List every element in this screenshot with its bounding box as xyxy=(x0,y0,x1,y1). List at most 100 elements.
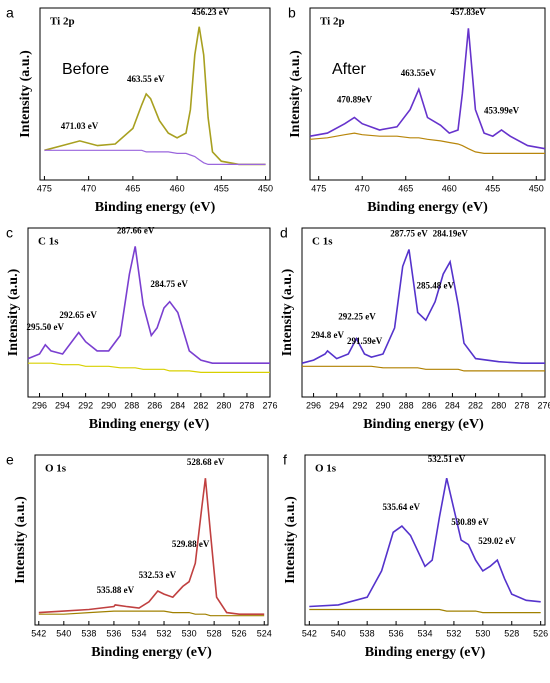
x-tick-label: 292 xyxy=(78,400,93,410)
panel-letter: a xyxy=(6,5,14,21)
x-tick-label: 536 xyxy=(106,628,121,638)
x-axis-label: Binding energy (eV) xyxy=(89,417,210,432)
element-label: C 1s xyxy=(38,236,59,248)
x-tick-label: 450 xyxy=(258,183,273,193)
panel: 475 470 465 460 455 450 470.89eV 463.55eV 457.83… xyxy=(288,5,546,215)
peak-label: 532.53 eV xyxy=(139,570,177,580)
x-axis-label: Binding energy (eV) xyxy=(365,645,486,660)
peak-label: 456.23 eV xyxy=(192,7,230,17)
x-tick-label: 475 xyxy=(37,183,52,193)
x-tick-label: 540 xyxy=(331,628,346,638)
spectrum-line xyxy=(301,249,545,365)
peak-label: 471.03 eV xyxy=(61,121,99,131)
x-axis-label: Binding energy (eV) xyxy=(367,200,488,215)
peak-label: 285.48 eV xyxy=(417,281,455,291)
spectrum-line xyxy=(44,149,266,165)
x-tick-label: 284 xyxy=(170,400,185,410)
x-tick-label: 532 xyxy=(446,628,461,638)
peak-label: 295.50 eV xyxy=(27,322,65,332)
x-tick-label: 286 xyxy=(422,400,437,410)
peak-label: 532.51 eV xyxy=(428,454,466,464)
x-tick-label: 294 xyxy=(329,400,344,410)
spectrum-line xyxy=(44,26,266,166)
x-tick-label: 538 xyxy=(81,628,96,638)
spectrum-line xyxy=(27,246,270,365)
x-tick-label: 296 xyxy=(32,400,47,410)
x-tick-label: 278 xyxy=(239,400,254,410)
peak-label: 292.65 eV xyxy=(59,310,97,320)
x-tick-label: 460 xyxy=(442,183,457,193)
x-tick-label: 282 xyxy=(468,400,483,410)
peak-label: 294.8 eV xyxy=(311,330,344,340)
x-tick-label: 524 xyxy=(257,628,272,638)
peak-label: 457.83eV xyxy=(451,7,487,17)
spectrum-line xyxy=(28,362,270,373)
peak-label: 529.88 eV xyxy=(172,539,210,549)
x-tick-label: 465 xyxy=(398,183,413,193)
y-axis-label: Intensity (a.u.) xyxy=(18,50,33,138)
panel-letter: b xyxy=(288,5,296,21)
panel-letter: f xyxy=(283,452,287,468)
x-tick-label: 294 xyxy=(55,400,70,410)
x-tick-label: 288 xyxy=(124,400,139,410)
element-label: Ti 2p xyxy=(50,16,75,28)
x-tick-label: 532 xyxy=(157,628,172,638)
x-tick-label: 450 xyxy=(529,183,544,193)
spectrum-line xyxy=(38,610,265,617)
x-tick-label: 542 xyxy=(302,628,317,638)
x-tick-label: 290 xyxy=(375,400,390,410)
peak-label: 535.88 eV xyxy=(97,585,135,595)
plot-frame xyxy=(34,454,269,626)
peak-label: 463.55 eV xyxy=(127,74,165,84)
y-axis-label: Intensity (a.u.) xyxy=(6,268,21,356)
x-tick-label: 536 xyxy=(389,628,404,638)
peak-label: 528.68 eV xyxy=(187,457,225,467)
spectrum-line xyxy=(302,365,545,372)
peak-label: 292.25 eV xyxy=(338,311,376,321)
peak-label: 284.19eV xyxy=(433,228,469,238)
panel: 542 540 538 536 534 532 530 528 526 524 535.88 eV 5… xyxy=(6,452,272,661)
x-tick-label: 296 xyxy=(306,400,321,410)
x-tick-label: 455 xyxy=(485,183,500,193)
peak-label: 529.02 eV xyxy=(478,536,516,546)
x-axis-label: Binding energy (eV) xyxy=(363,417,484,432)
peak-label: 284.75 eV xyxy=(150,279,188,289)
element-label: C 1s xyxy=(312,236,333,248)
x-tick-label: 542 xyxy=(31,628,46,638)
x-tick-label: 530 xyxy=(475,628,490,638)
panel: 542 540 538 536 534 532 530 528 526 535.64 eV 532.… xyxy=(283,452,548,661)
x-tick-label: 286 xyxy=(147,400,162,410)
x-tick-label: 288 xyxy=(399,400,414,410)
element-label: O 1s xyxy=(45,463,67,475)
x-tick-label: 475 xyxy=(311,183,326,193)
plot-frame xyxy=(309,7,546,181)
peak-label: 530.89 eV xyxy=(451,517,489,527)
spectrum-line xyxy=(309,608,541,614)
panel: 296 294 292 290 288 286 284 282 280 278 276 295.50 … xyxy=(6,225,278,433)
state-label: After xyxy=(332,61,366,78)
x-tick-label: 526 xyxy=(232,628,247,638)
x-axis-label: Binding energy (eV) xyxy=(95,200,216,215)
peak-label: 291.59eV xyxy=(347,336,383,346)
state-label: Before xyxy=(62,61,109,78)
x-axis-label: Binding energy (eV) xyxy=(91,645,212,660)
x-tick-label: 290 xyxy=(101,400,116,410)
panel-letter: d xyxy=(280,225,288,241)
x-tick-label: 528 xyxy=(504,628,519,638)
x-tick-label: 455 xyxy=(214,183,229,193)
x-tick-label: 526 xyxy=(533,628,548,638)
peak-label: 470.89eV xyxy=(337,95,373,105)
x-tick-label: 276 xyxy=(262,400,277,410)
x-tick-label: 470 xyxy=(81,183,96,193)
element-label: O 1s xyxy=(315,463,337,475)
x-tick-label: 280 xyxy=(491,400,506,410)
peak-label: 287.75 eV xyxy=(390,228,428,238)
y-axis-label: Intensity (a.u.) xyxy=(283,496,298,584)
y-axis-label: Intensity (a.u.) xyxy=(288,50,303,138)
panel-letter: e xyxy=(6,452,14,468)
x-tick-label: 465 xyxy=(125,183,140,193)
spectrum-line xyxy=(309,478,541,608)
panel-letter: c xyxy=(6,225,13,241)
x-tick-label: 534 xyxy=(131,628,146,638)
